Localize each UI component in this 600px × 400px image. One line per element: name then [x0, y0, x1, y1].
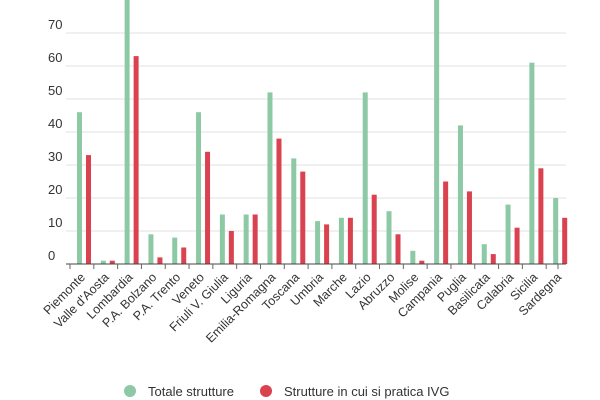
bar-ivg-11	[347, 217, 353, 264]
y-tick-label-70: 70	[48, 17, 62, 32]
bar-totale-15	[434, 0, 440, 264]
bar-totale-6	[219, 214, 225, 264]
y-tick-label-50: 50	[48, 83, 62, 98]
bar-totale-8	[267, 92, 273, 265]
legend-label-ivg: Strutture in cui si pratica IVG	[284, 383, 450, 399]
bar-ivg-12	[371, 194, 377, 264]
axis-layer	[66, 263, 566, 269]
bar-totale-20	[553, 198, 559, 264]
legend-swatch-totale	[124, 385, 136, 397]
bar-ivg-13	[395, 234, 401, 264]
bar-totale-7	[243, 214, 249, 264]
y-tick-label-60: 60	[48, 50, 62, 65]
y-tick-label-30: 30	[48, 149, 62, 164]
bar-totale-16	[457, 125, 463, 265]
grid-layer	[66, 32, 566, 232]
legend-item-ivg: Strutture in cui si pratica IVG	[260, 382, 449, 400]
y-tick-label-0: 0	[48, 248, 55, 263]
legend-item-totale: Totale strutture	[124, 382, 234, 400]
bar-totale-10	[315, 221, 321, 264]
y-tick-label-10: 10	[48, 215, 62, 230]
bar-totale-3	[148, 234, 154, 264]
bar-ivg-17	[490, 254, 496, 264]
bar-totale-1	[100, 260, 106, 264]
bar-totale-5	[196, 112, 202, 264]
bar-ivg-6	[228, 231, 234, 264]
bar-ivg-15	[443, 181, 449, 264]
bar-ivg-7	[252, 214, 258, 264]
legend-swatch-ivg	[260, 385, 272, 397]
bar-ivg-20	[562, 217, 568, 264]
bar-ivg-8	[276, 138, 282, 264]
bar-ivg-19	[538, 168, 544, 264]
legend-label-totale: Totale strutture	[148, 383, 234, 399]
bars-layer	[77, 0, 568, 265]
bar-ivg-16	[466, 191, 472, 264]
bar-ivg-0	[86, 155, 91, 264]
chart-legend: Totale strutture Strutture in cui si pra…	[0, 382, 600, 400]
bar-ivg-5	[205, 151, 211, 264]
bar-totale-14	[410, 250, 416, 264]
bar-totale-13	[386, 211, 392, 264]
bar-ivg-4	[181, 247, 187, 264]
bar-ivg-2	[133, 56, 139, 264]
bar-totale-11	[338, 217, 344, 264]
bar-ivg-18	[514, 227, 520, 264]
y-tick-label-20: 20	[48, 182, 62, 197]
bar-totale-4	[172, 237, 178, 264]
bar-ivg-1	[109, 260, 115, 264]
bar-totale-9	[291, 158, 297, 264]
y-tick-label-40: 40	[48, 116, 62, 131]
bar-totale-12	[362, 92, 368, 265]
bar-ivg-14	[419, 260, 425, 264]
bar-totale-19	[529, 62, 535, 265]
bar-totale-17	[481, 244, 487, 264]
bar-ivg-3	[157, 257, 163, 264]
bar-ivg-9	[300, 171, 306, 264]
bar-totale-2	[124, 0, 130, 264]
bar-totale-0	[77, 112, 82, 264]
bar-totale-18	[505, 204, 511, 264]
bar-ivg-10	[324, 224, 330, 264]
